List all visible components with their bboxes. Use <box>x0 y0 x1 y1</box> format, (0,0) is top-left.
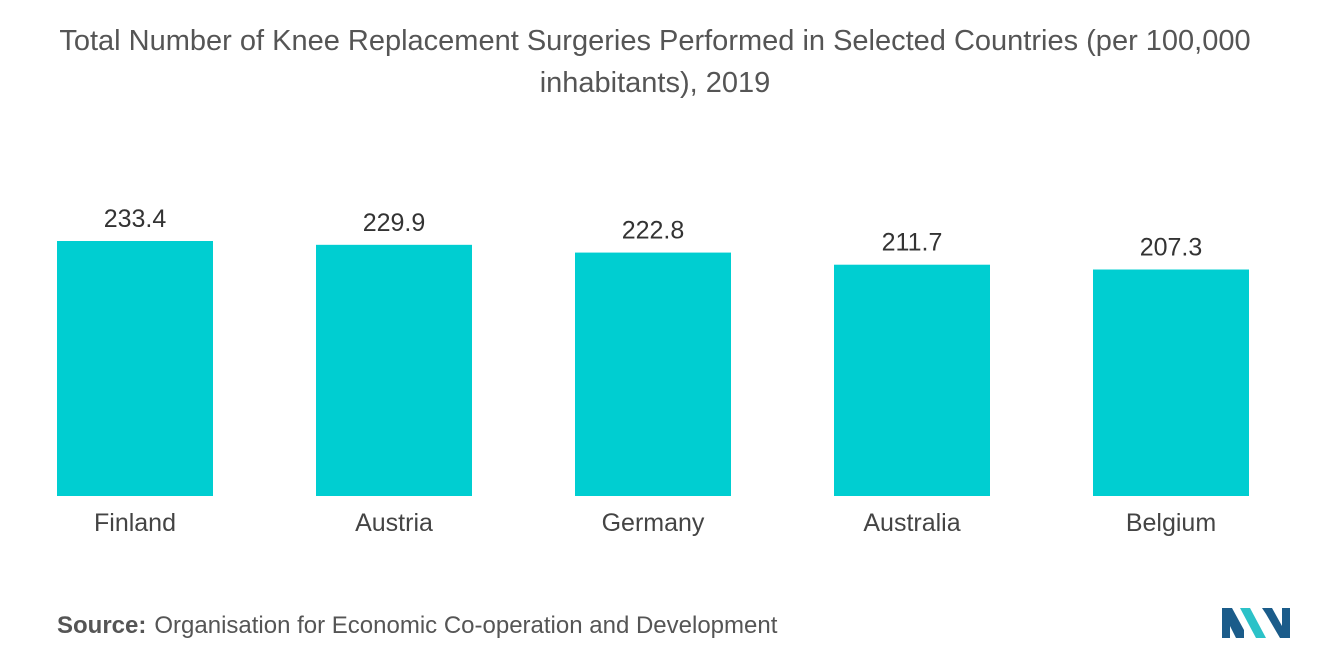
category-label-germany: Germany <box>602 509 705 537</box>
bar-chart: 233.4 229.9 222.8 211.7 207.3 Finland Austria… <box>57 205 1249 537</box>
chart-title: Total Number of Knee Replacement Surgeri… <box>59 25 1251 99</box>
category-label-austria: Austria <box>355 509 433 537</box>
mordor-intelligence-logo-icon <box>1222 608 1290 638</box>
value-labels-group: 233.4 229.9 222.8 211.7 207.3 <box>104 205 1203 262</box>
bars-group <box>57 241 1249 496</box>
source-line: Source: Organisation for Economic Co-oper… <box>57 612 777 640</box>
value-label-austria: 229.9 <box>363 209 426 237</box>
category-label-finland: Finland <box>94 509 176 537</box>
bar-finland <box>57 241 213 496</box>
logo-shape-middle <box>1240 608 1266 638</box>
source-text: Organisation for Economic Co-operation a… <box>154 612 778 639</box>
bar-australia <box>834 264 990 496</box>
bar-austria <box>316 244 472 496</box>
category-labels-group: Finland Austria Germany Australia Belgium <box>94 509 1216 537</box>
source-label: Source: <box>57 612 147 639</box>
logo-shape-right <box>1262 608 1290 638</box>
bar-belgium <box>1093 269 1249 496</box>
value-label-australia: 211.7 <box>882 229 943 257</box>
bar-germany <box>575 252 731 496</box>
logo-shape-left <box>1222 608 1244 638</box>
value-label-germany: 222.8 <box>622 217 685 245</box>
category-label-australia: Australia <box>863 509 960 537</box>
value-label-finland: 233.4 <box>104 205 167 233</box>
value-label-belgium: 207.3 <box>1140 234 1203 262</box>
category-label-belgium: Belgium <box>1126 509 1216 537</box>
